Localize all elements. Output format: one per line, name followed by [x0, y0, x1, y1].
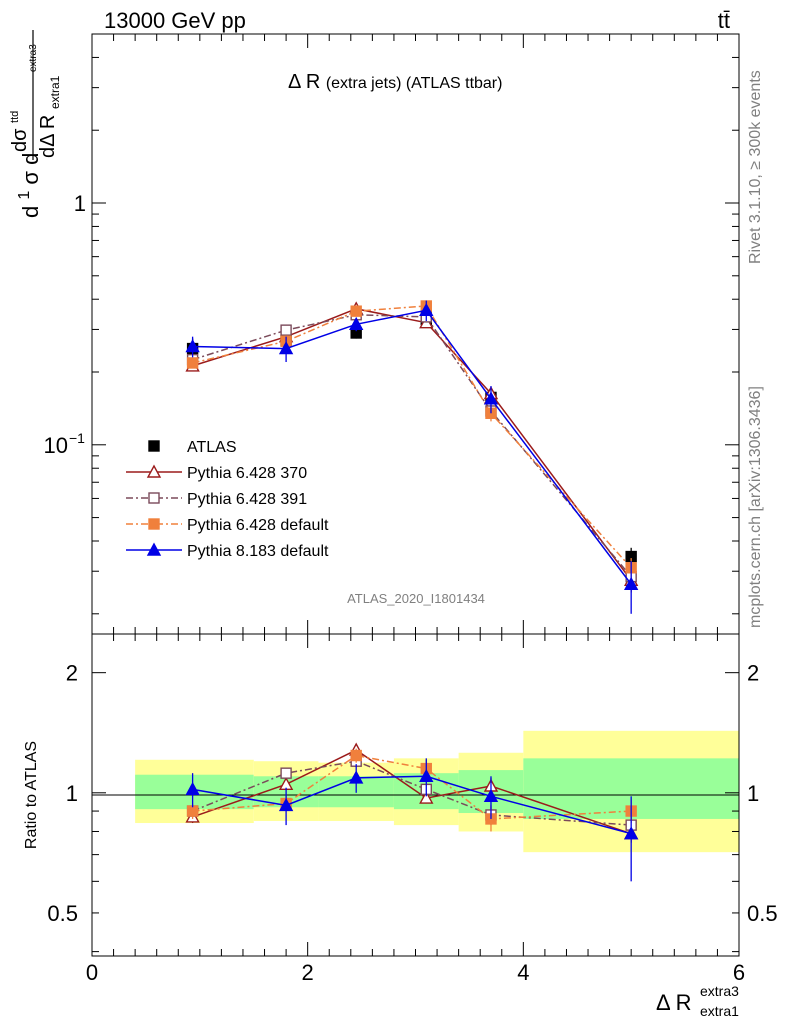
- ratio-data-point: [483, 788, 499, 803]
- legend-marker: [146, 464, 162, 478]
- ratio-y-tick-label: 0.5: [47, 901, 78, 926]
- legend: ATLAS Pythia 6.428 370 Pythia 6.428 391 Pyt…: [126, 439, 329, 560]
- mcplots-reference-label: mcplots.cern.ch [arXiv:1306.3436]: [747, 386, 764, 628]
- energy-label: 13000 GeV pp: [104, 8, 246, 33]
- main-axis-ticks: 1 10 −1: [44, 33, 740, 634]
- ratio-data-point: [419, 790, 434, 804]
- svg-text:dσ ttd: dσ ttd: [9, 111, 31, 152]
- main-series-pythia-8-183-default: [185, 300, 639, 614]
- ratio-x-tick-label: 0: [86, 960, 98, 985]
- ratio-data-point: [350, 749, 362, 762]
- main-y-axis-label: d 1 σ d dσ ttd dΔ R extra1 extra3: [9, 30, 62, 218]
- ratio-x-tick-label: 6: [733, 960, 745, 985]
- process-label: tt̄: [718, 8, 730, 33]
- ratio-y-tick-label: 2: [66, 661, 78, 686]
- main-data-point: [280, 324, 292, 336]
- ratio-x-tick-label: 2: [302, 960, 314, 985]
- ratio-series-line: [192, 749, 632, 835]
- ylabel-denominator-sub: extra1: [48, 75, 62, 109]
- ylabel-d2: d: [18, 153, 43, 165]
- main-data-point: [483, 391, 499, 405]
- ratio-y-tick-label: 1: [66, 781, 78, 806]
- legend-marker: [148, 440, 160, 452]
- main-data-point: [186, 357, 199, 369]
- xlabel-sup: extra3: [700, 983, 739, 999]
- ylabel-numerator-sup: ttd: [9, 111, 21, 123]
- ratio-data-point: [280, 767, 292, 779]
- legend-label: Pythia 6.428 default: [187, 517, 329, 534]
- main-title-rest: (extra jets) (ATLAS ttbar): [326, 75, 503, 92]
- ratio-series-line: [192, 775, 632, 835]
- main-data-point: [349, 316, 364, 331]
- main-series-line: [192, 309, 632, 585]
- ratio-series-line: [192, 754, 632, 820]
- xlabel-main: Δ R: [656, 990, 691, 1015]
- ylabel-numerator: dσ: [9, 128, 31, 152]
- ylabel-d1: d: [18, 206, 43, 218]
- rivet-version-label: Rivet 3.1.10, ≥ 300k events: [747, 70, 764, 264]
- x-axis-label: Δ R: [656, 990, 691, 1015]
- ylabel-one: 1: [16, 191, 33, 200]
- ratio-data-point: [185, 781, 200, 796]
- ylabel-denominator-sup: extra3: [28, 44, 39, 72]
- ratio-data-point: [186, 805, 199, 817]
- analysis-id-label: ATLAS_2020_I1801434: [347, 591, 485, 606]
- ratio-y-axis-label: Ratio to ATLAS: [23, 741, 40, 849]
- main-series-group: [185, 300, 639, 614]
- ratio-data-point: [419, 768, 434, 782]
- ratio-series-group: [185, 742, 639, 882]
- legend-marker: [146, 542, 162, 556]
- ratio-y-tick-label-right: 1: [747, 781, 759, 806]
- ratio-data-point: [278, 797, 294, 812]
- svg-text:dΔ R extra1: dΔ R extra1: [37, 75, 62, 158]
- legend-label: ATLAS: [187, 439, 237, 456]
- main-data-point: [623, 576, 639, 590]
- legend-marker: [148, 492, 160, 504]
- svg-text:d 1 σ d: d 1 σ d: [9, 153, 43, 218]
- main-series-line: [192, 308, 632, 581]
- ratio-axis-ticks: 0.5 0.5 1 1 2 2 0 2 4 6: [47, 634, 778, 985]
- legend-label: Pythia 6.428 391: [187, 491, 307, 508]
- main-data-point: [419, 302, 434, 316]
- ratio-x-tick-label: 4: [517, 960, 529, 985]
- xlabel-sub: extra1: [700, 1003, 739, 1019]
- ratio-data-point: [623, 826, 639, 840]
- ratio-y-tick-label-right: 0.5: [747, 901, 778, 926]
- main-data-point: [350, 305, 362, 317]
- ratio-y-tick-label-right: 2: [747, 661, 759, 686]
- main-title: Δ R (extra jets) (ATLAS ttbar): [288, 71, 502, 93]
- main-y-tick-label: 10: [44, 433, 68, 458]
- ratio-uncertainty-bands: [135, 730, 739, 853]
- legend-label: Pythia 8.183 default: [187, 543, 329, 560]
- main-series-line: [192, 314, 632, 578]
- main-data-point: [185, 339, 200, 353]
- ylabel-sigma: σ: [18, 171, 43, 185]
- main-data-point: [278, 341, 294, 355]
- ratio-data-point: [349, 770, 364, 784]
- ylabel-denominator: dΔ R: [37, 115, 59, 158]
- legend-marker: [148, 518, 160, 530]
- legend-label: Pythia 6.428 370: [187, 465, 307, 482]
- ratio-series-line: [192, 760, 632, 826]
- main-series-line: [192, 305, 632, 569]
- ratio-plot-frame: [91, 633, 740, 957]
- ratio-series-pythia-8-183-default: [185, 758, 639, 882]
- main-title-symbol: Δ R: [288, 71, 320, 93]
- main-series-pythia-6-428-default: [186, 300, 637, 579]
- main-y-tick-label-exponent: −1: [69, 430, 85, 446]
- main-y-tick-label: 1: [74, 191, 86, 216]
